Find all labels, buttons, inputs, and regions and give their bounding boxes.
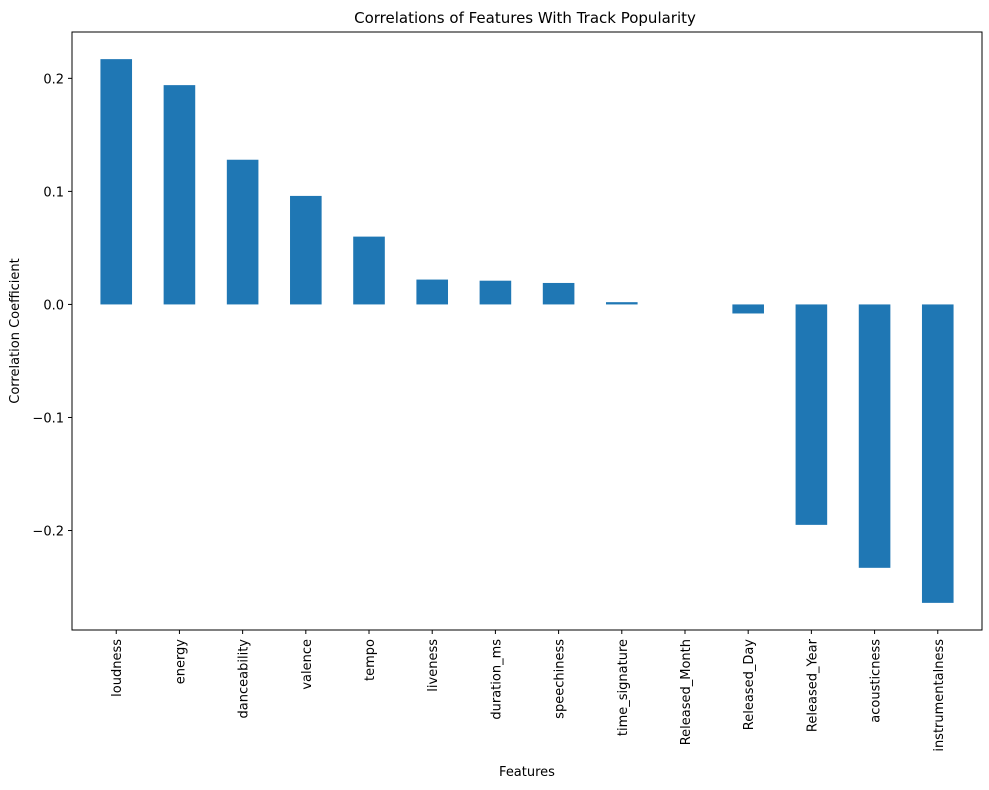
x-tick-label: liveness [426, 639, 441, 692]
x-tick-label: time_signature [616, 639, 631, 736]
bar-danceability [226, 159, 259, 305]
bar-acousticness [858, 304, 891, 568]
bar-tempo [353, 236, 385, 305]
x-tick-label: valence [300, 639, 315, 690]
bar-duration_ms [479, 280, 512, 305]
x-axis: loudness energy danceability valence tempo li… [110, 630, 947, 752]
bar-valence [290, 195, 322, 305]
x-tick-label: Released_Day [742, 639, 757, 731]
y-axis: −0.2 −0.1 0.0 0.1 0.2 [32, 72, 72, 540]
x-tick-label: danceability [237, 639, 252, 719]
x-tick-label: duration_ms [489, 639, 504, 720]
bar-Released_Day [732, 304, 764, 314]
y-tick-label: 0.1 [43, 185, 64, 200]
x-tick-label: acousticness [869, 639, 884, 723]
y-tick-label: −0.2 [32, 525, 64, 540]
x-tick-label: speechiness [553, 639, 568, 719]
bar-liveness [416, 279, 449, 305]
bar-time_signature [605, 302, 638, 305]
x-tick-label: loudness [110, 639, 125, 697]
bar-speechiness [542, 282, 575, 305]
x-tick-label: instrumentalness [932, 639, 947, 752]
x-axis-label: Features [499, 765, 555, 780]
bar-energy [163, 85, 196, 305]
y-tick-label: −0.1 [32, 411, 64, 426]
x-tick-label: energy [173, 639, 188, 685]
bar-loudness [100, 59, 133, 305]
bar-instrumentalness [921, 304, 954, 603]
bar-Released_Year [795, 304, 828, 525]
bars-group [100, 59, 954, 603]
x-tick-label: Released_Month [679, 639, 694, 745]
y-tick-label: 0.2 [43, 72, 64, 87]
plot-frame [71, 31, 983, 631]
x-tick-label: tempo [363, 639, 378, 681]
chart-title: Correlations of Features With Track Popu… [354, 9, 696, 27]
x-tick-label: Released_Year [805, 638, 820, 732]
y-tick-label: 0.0 [43, 298, 64, 313]
y-axis-label: Correlation Coefficient [8, 258, 23, 404]
